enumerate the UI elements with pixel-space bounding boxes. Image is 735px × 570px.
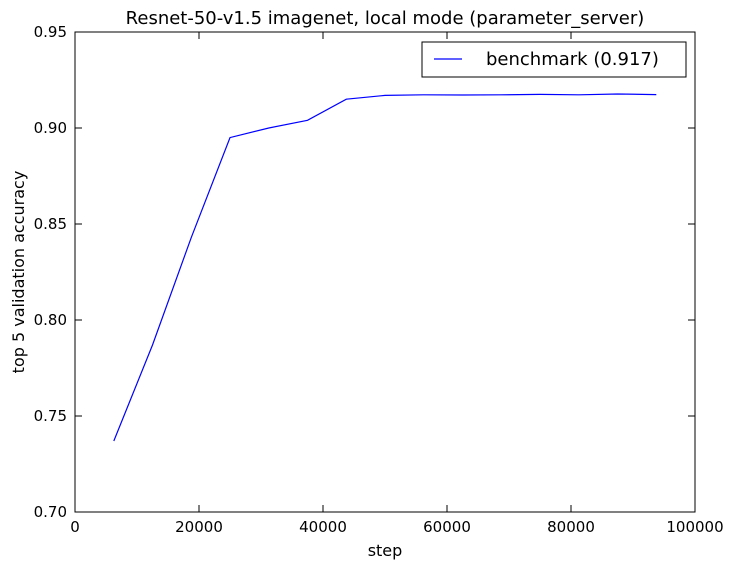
plot-area — [74, 31, 696, 513]
x-tick-label: 0 — [70, 518, 80, 536]
legend-box — [421, 41, 687, 78]
y-tick-label: 0.75 — [34, 407, 67, 425]
series-line-benchmark — [113, 93, 657, 442]
y-axis-label: top 5 validation accuracy — [9, 171, 28, 374]
y-tick-label: 0.95 — [34, 23, 67, 41]
y-tick-label: 0.70 — [34, 503, 67, 521]
chart-title: Resnet-50-v1.5 imagenet, local mode (par… — [126, 8, 645, 29]
y-tick-label: 0.80 — [34, 311, 67, 329]
x-tick-label: 40000 — [299, 518, 347, 536]
x-tick-label: 20000 — [175, 518, 223, 536]
legend: benchmark (0.917) — [421, 41, 687, 78]
y-axis: 0.70 0.75 0.80 0.85 0.90 0.95 — [34, 23, 695, 521]
x-tick-label: 100000 — [666, 518, 723, 536]
x-axis-label: step — [368, 541, 403, 560]
x-axis: 0 20000 40000 60000 80000 100000 — [70, 32, 724, 536]
legend-label-benchmark: benchmark (0.917) — [486, 49, 659, 70]
y-tick-label: 0.90 — [34, 119, 67, 137]
x-tick-label: 80000 — [547, 518, 595, 536]
x-tick-label: 60000 — [423, 518, 471, 536]
y-tick-label: 0.85 — [34, 215, 67, 233]
